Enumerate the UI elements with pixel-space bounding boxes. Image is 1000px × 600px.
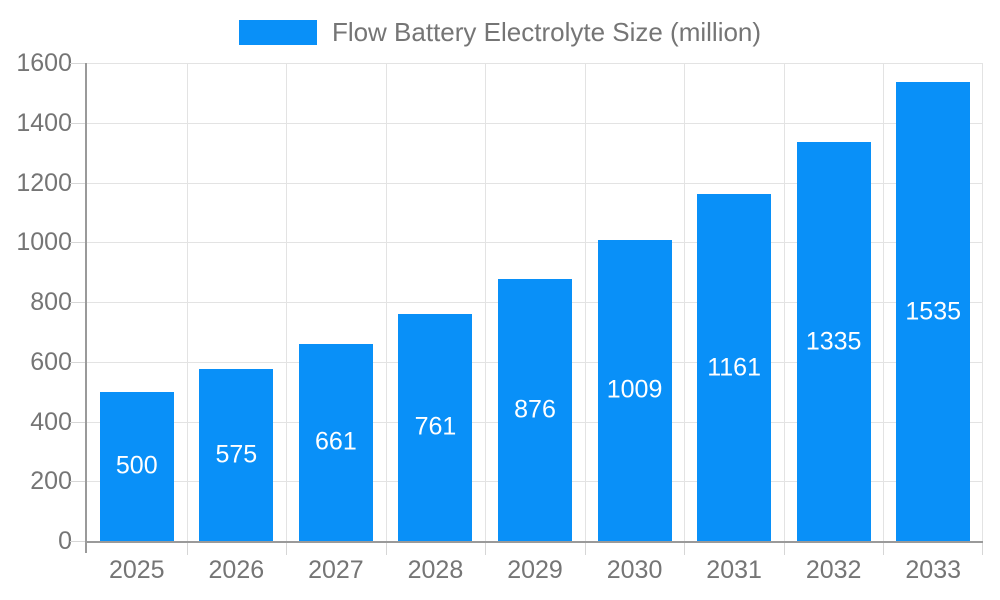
bar-2030[interactable]: 1009 bbox=[597, 239, 672, 541]
bar-2027[interactable]: 661 bbox=[298, 343, 373, 541]
legend[interactable]: Flow Battery Electrolyte Size (million) bbox=[0, 17, 1000, 47]
y-axis-label: 1200 bbox=[16, 168, 72, 197]
x-axis-label: 2028 bbox=[407, 556, 464, 584]
bar-2025[interactable]: 500 bbox=[99, 391, 174, 541]
x-axis-label: 2033 bbox=[905, 556, 962, 584]
bar-value-label: 1535 bbox=[905, 297, 962, 326]
gridline-vertical bbox=[783, 63, 785, 541]
gridline-horizontal bbox=[87, 122, 983, 124]
bar-value-label: 575 bbox=[215, 440, 258, 469]
y-axis-label: 800 bbox=[30, 288, 72, 316]
bar-2031[interactable]: 1161 bbox=[697, 194, 772, 541]
y-axis-tick bbox=[70, 541, 85, 542]
x-axis-label: 2025 bbox=[108, 556, 165, 584]
x-axis-tick bbox=[186, 543, 188, 555]
y-axis-tick bbox=[70, 122, 85, 124]
bar-2026[interactable]: 575 bbox=[199, 369, 274, 541]
y-axis-tick bbox=[70, 302, 85, 303]
x-axis-label: 2029 bbox=[507, 556, 563, 584]
gridline-vertical bbox=[485, 63, 487, 541]
y-axis-label: 1000 bbox=[16, 228, 72, 257]
y-axis-tick bbox=[70, 481, 85, 483]
y-axis-tick bbox=[70, 421, 85, 423]
y-axis-label: 1600 bbox=[16, 49, 72, 77]
x-axis-tick bbox=[883, 543, 885, 555]
bar-value-label: 500 bbox=[115, 451, 158, 480]
bar-value-label: 1161 bbox=[707, 353, 761, 382]
x-axis-tick bbox=[485, 543, 487, 555]
gridline-vertical bbox=[186, 63, 188, 541]
x-axis-tick bbox=[286, 543, 288, 555]
plot-area: 500 575 661 761 876 1009 1161 1335 1535 bbox=[85, 63, 983, 543]
gridline-horizontal bbox=[87, 63, 983, 64]
y-axis-tick bbox=[70, 361, 85, 363]
x-axis-tick bbox=[684, 543, 686, 555]
y-axis-tick bbox=[70, 63, 85, 64]
gridline-vertical bbox=[385, 63, 387, 541]
gridline-vertical bbox=[684, 63, 686, 541]
y-axis-label: 600 bbox=[30, 347, 72, 376]
y-axis-label: 400 bbox=[30, 407, 72, 436]
x-axis-label: 2030 bbox=[606, 556, 663, 584]
gridline-vertical bbox=[982, 63, 983, 541]
bar-value-label: 876 bbox=[514, 395, 556, 424]
y-axis-tick bbox=[70, 242, 85, 244]
gridline-vertical bbox=[584, 63, 586, 541]
y-axis-tick bbox=[70, 182, 85, 184]
bar-value-label: 1335 bbox=[805, 327, 862, 356]
gridline-horizontal bbox=[87, 242, 983, 244]
bar-value-label: 661 bbox=[315, 427, 357, 456]
gridline-vertical bbox=[883, 63, 885, 541]
x-axis-label: 2032 bbox=[805, 556, 862, 584]
x-axis-label: 2031 bbox=[706, 556, 762, 584]
y-axis-label: 0 bbox=[58, 527, 72, 555]
y-axis-label: 1400 bbox=[16, 108, 72, 137]
gridline-vertical bbox=[286, 63, 288, 541]
bar-value-label: 761 bbox=[414, 412, 457, 441]
x-axis-tick bbox=[783, 543, 785, 555]
bar-2033[interactable]: 1535 bbox=[896, 82, 971, 541]
bar-2032[interactable]: 1335 bbox=[796, 142, 871, 541]
bar-value-label: 1009 bbox=[606, 375, 663, 404]
y-axis-label: 200 bbox=[30, 467, 72, 496]
y-axis-overhang bbox=[85, 541, 87, 553]
legend-label: Flow Battery Electrolyte Size (million) bbox=[331, 16, 762, 47]
x-axis-tick bbox=[982, 543, 983, 555]
gridline-horizontal bbox=[87, 182, 983, 184]
x-axis-tick bbox=[385, 543, 387, 555]
x-axis-label: 2027 bbox=[308, 556, 364, 584]
x-axis-tick bbox=[584, 543, 586, 555]
bar-2028[interactable]: 761 bbox=[398, 313, 473, 541]
x-axis-label: 2026 bbox=[208, 556, 265, 584]
legend-swatch bbox=[238, 19, 317, 45]
bar-2029[interactable]: 876 bbox=[498, 279, 572, 541]
